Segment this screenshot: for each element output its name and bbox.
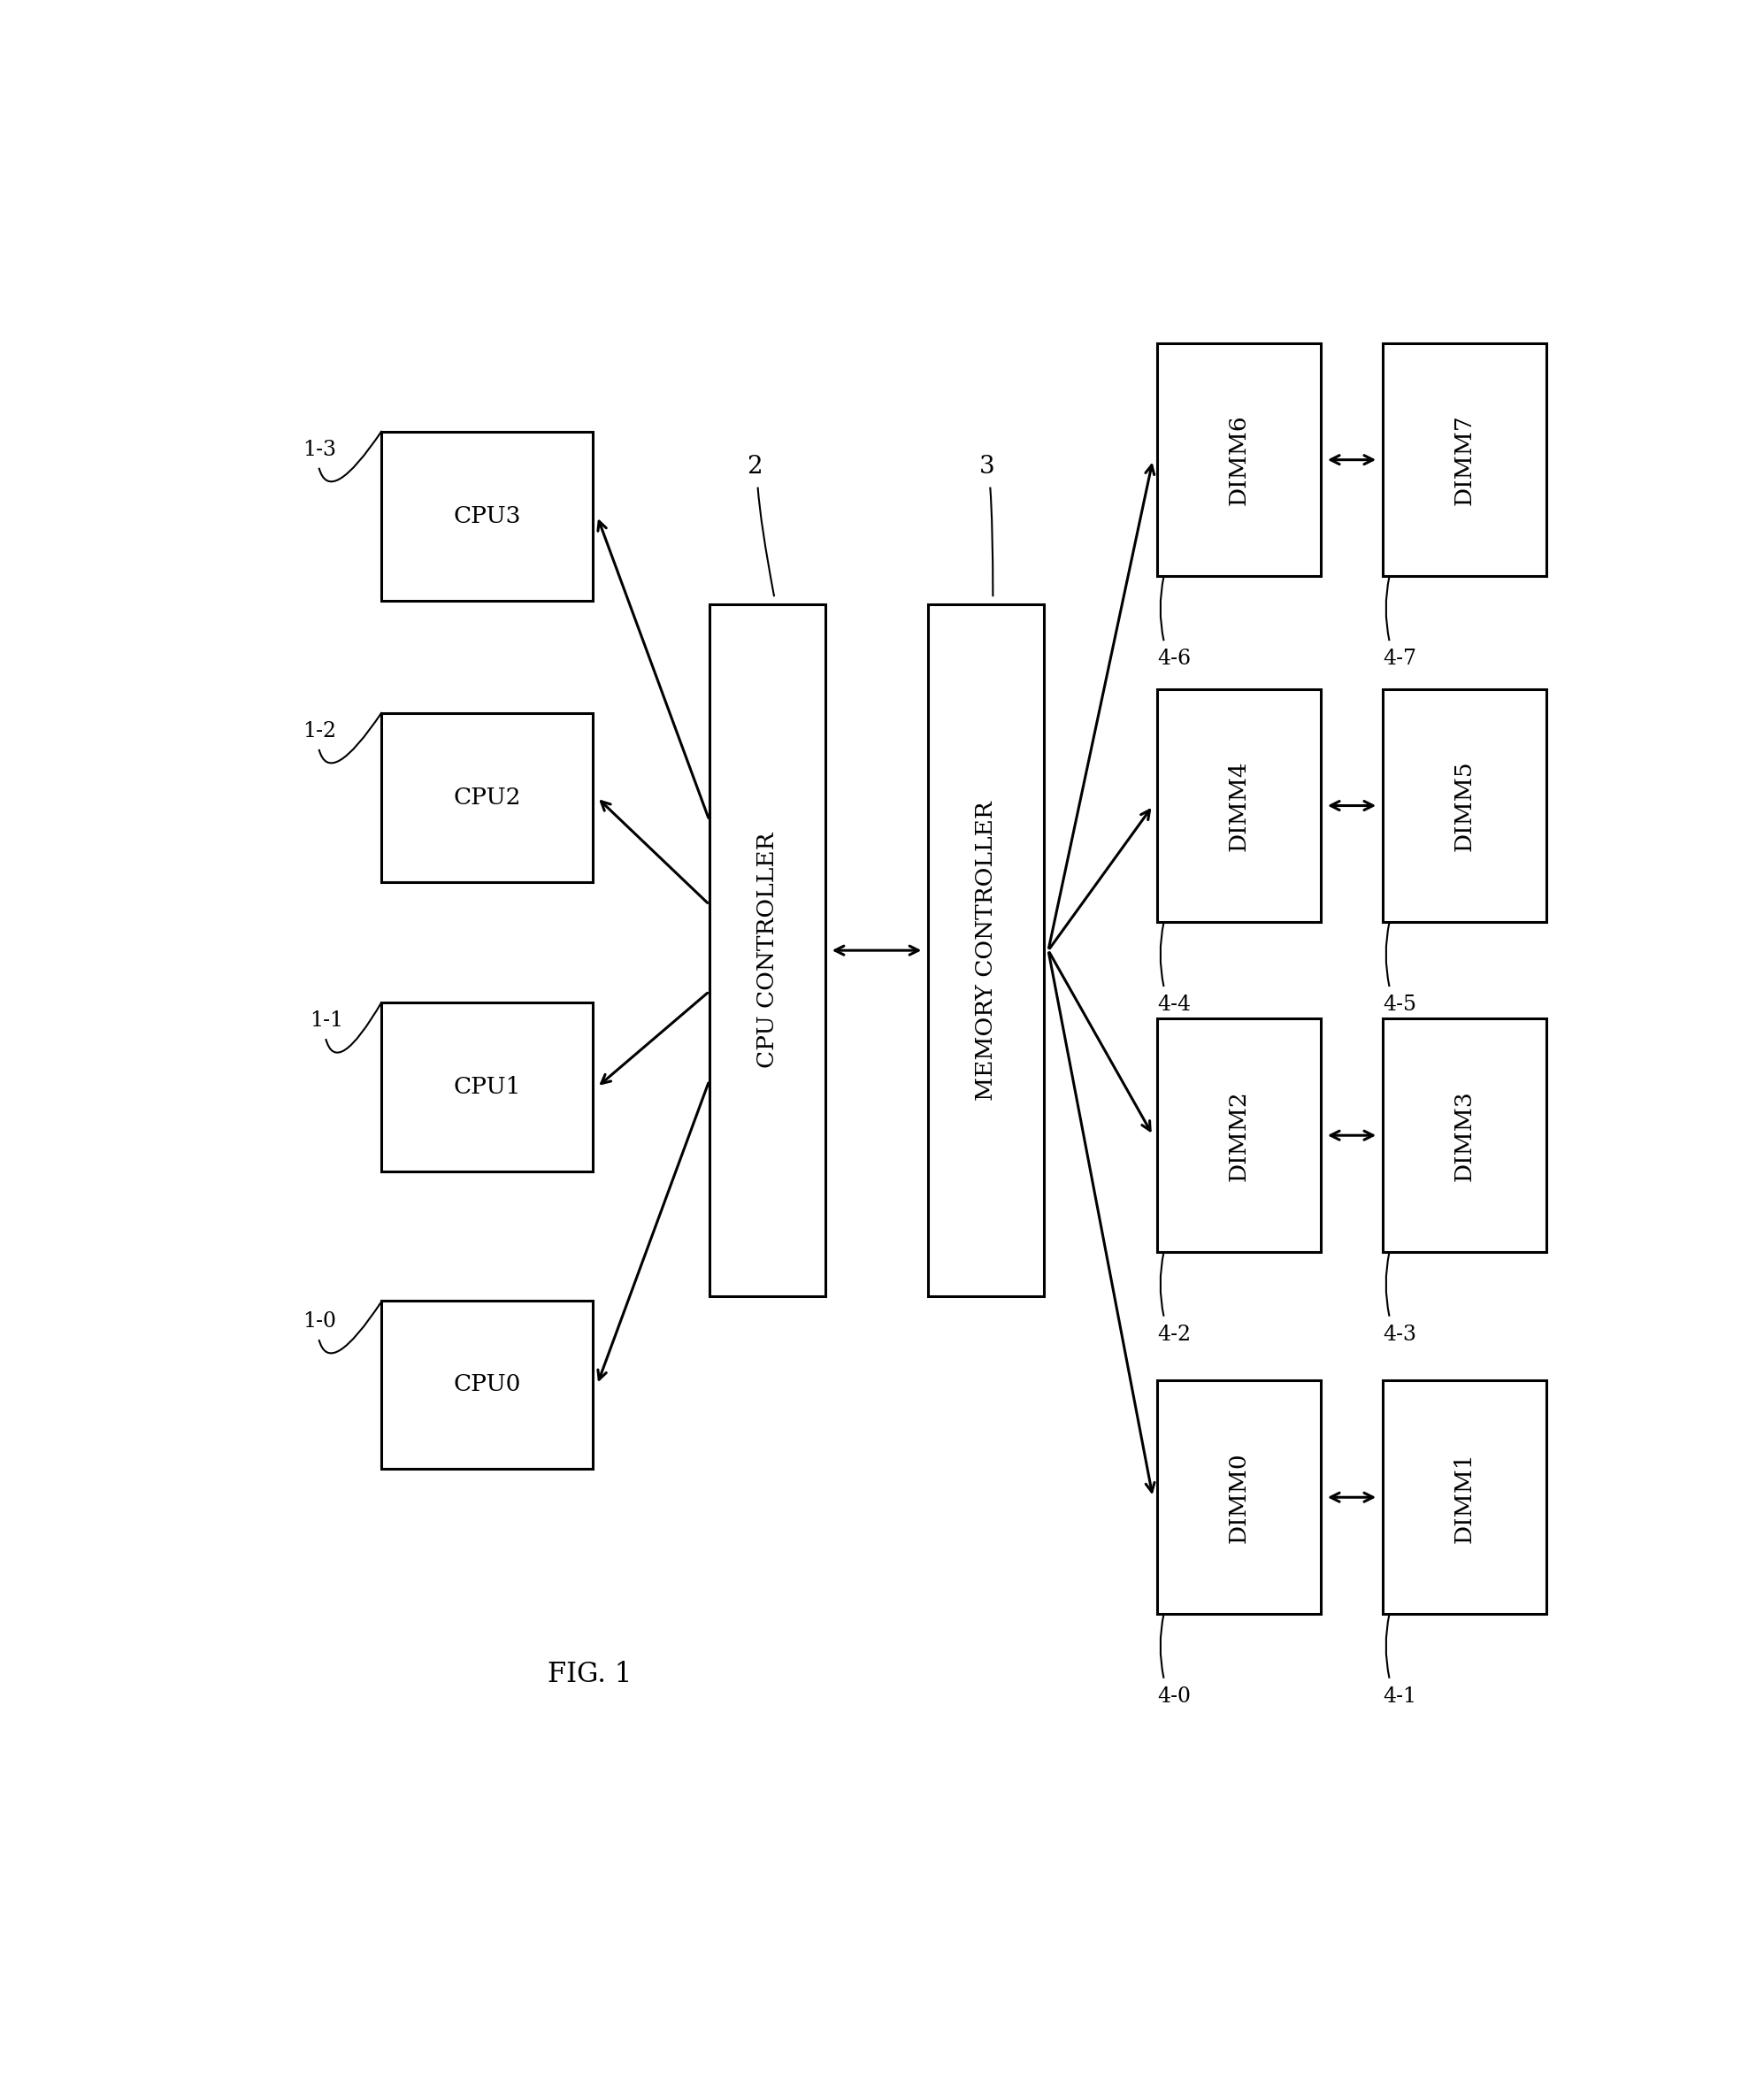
Text: DIMM2: DIMM2	[1228, 1090, 1251, 1180]
Text: CPU3: CPU3	[453, 506, 520, 526]
Bar	[928, 604, 1044, 1295]
Text: 4-3: 4-3	[1383, 1324, 1416, 1345]
Text: 1-0: 1-0	[302, 1312, 337, 1331]
Text: 4-6: 4-6	[1157, 650, 1191, 668]
Text: 4-1: 4-1	[1383, 1686, 1416, 1707]
Bar	[1383, 689, 1547, 921]
Bar	[381, 1299, 593, 1469]
Text: CPU1: CPU1	[453, 1076, 520, 1099]
Text: DIMM6: DIMM6	[1228, 414, 1251, 506]
Text: 4-5: 4-5	[1383, 994, 1416, 1015]
Text: FIG. 1: FIG. 1	[547, 1661, 632, 1688]
Text: 1-3: 1-3	[302, 439, 337, 460]
Text: CPU CONTROLLER: CPU CONTROLLER	[757, 834, 778, 1067]
Text: 2: 2	[746, 455, 762, 478]
Bar	[1157, 1381, 1321, 1615]
Text: 4-0: 4-0	[1157, 1686, 1191, 1707]
Bar	[381, 712, 593, 882]
Text: DIMM5: DIMM5	[1454, 760, 1476, 850]
Text: 1-1: 1-1	[309, 1011, 342, 1030]
Text: DIMM7: DIMM7	[1454, 414, 1476, 506]
Text: MEMORY CONTROLLER: MEMORY CONTROLLER	[975, 800, 997, 1101]
Text: DIMM3: DIMM3	[1454, 1090, 1476, 1180]
Bar	[1383, 343, 1547, 577]
Text: CPU2: CPU2	[453, 788, 520, 808]
Bar	[1383, 1019, 1547, 1251]
Bar	[381, 432, 593, 600]
Bar	[381, 1003, 593, 1172]
Bar	[1383, 1381, 1547, 1615]
Text: 4-2: 4-2	[1157, 1324, 1191, 1345]
Bar	[709, 604, 826, 1295]
Text: DIMM0: DIMM0	[1228, 1452, 1251, 1542]
Bar	[1157, 343, 1321, 577]
Text: 4-7: 4-7	[1383, 650, 1416, 668]
Text: 1-2: 1-2	[302, 721, 337, 742]
Text: 3: 3	[979, 455, 995, 478]
Text: DIMM1: DIMM1	[1454, 1452, 1476, 1542]
Text: DIMM4: DIMM4	[1228, 760, 1251, 850]
Bar	[1157, 1019, 1321, 1251]
Bar	[1157, 689, 1321, 921]
Text: CPU0: CPU0	[453, 1375, 520, 1395]
Text: 4-4: 4-4	[1157, 994, 1191, 1015]
